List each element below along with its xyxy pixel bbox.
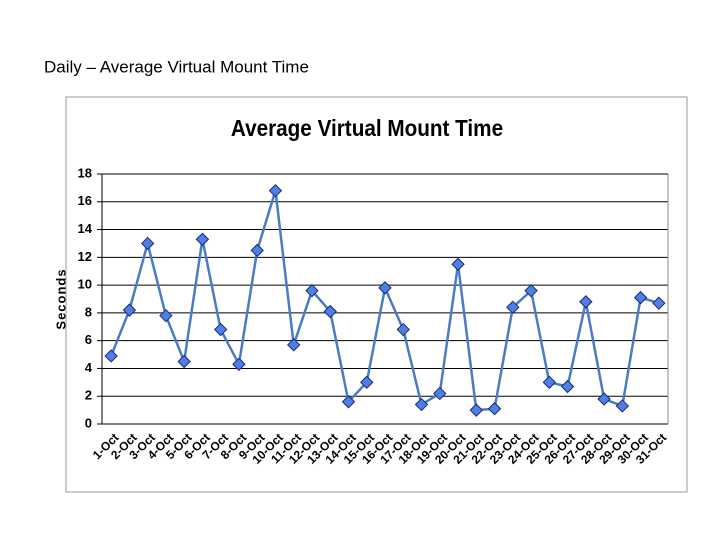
point-marker bbox=[652, 296, 666, 310]
point-marker bbox=[213, 322, 228, 337]
point-marker bbox=[341, 395, 356, 409]
point-marker bbox=[232, 357, 246, 371]
y-tick-label: 18 bbox=[78, 165, 92, 180]
point-marker bbox=[414, 397, 429, 412]
point-marker bbox=[433, 386, 447, 401]
point-marker bbox=[360, 375, 374, 390]
y-axis-label: Seconds bbox=[53, 268, 68, 329]
point-marker bbox=[323, 304, 337, 319]
y-tick-label: 14 bbox=[78, 221, 93, 236]
point-marker bbox=[268, 183, 283, 198]
chart-title: Average Virtual Mount Time bbox=[231, 115, 503, 141]
point-marker bbox=[177, 354, 191, 369]
y-tick-label: 0 bbox=[85, 415, 92, 430]
y-tick-label: 16 bbox=[78, 193, 92, 208]
point-marker bbox=[287, 338, 301, 352]
point-marker bbox=[195, 232, 210, 246]
point-marker bbox=[396, 322, 410, 337]
y-tick-label: 6 bbox=[85, 332, 92, 347]
point-marker bbox=[579, 295, 593, 309]
point-marker bbox=[615, 399, 630, 413]
point-marker bbox=[597, 392, 611, 406]
y-tick-label: 10 bbox=[78, 277, 92, 292]
y-tick-label: 4 bbox=[85, 360, 93, 375]
point-marker bbox=[159, 308, 173, 323]
point-marker bbox=[140, 236, 155, 251]
point-marker bbox=[451, 257, 465, 271]
chart-frame bbox=[65, 96, 688, 493]
point-marker bbox=[122, 303, 137, 317]
point-marker bbox=[524, 283, 538, 298]
point-marker bbox=[378, 281, 392, 295]
point-marker bbox=[633, 290, 648, 305]
point-marker bbox=[469, 403, 483, 417]
point-marker bbox=[542, 375, 557, 390]
point-marker bbox=[560, 379, 575, 394]
point-marker bbox=[104, 349, 118, 363]
point-marker bbox=[305, 283, 319, 298]
y-tick-label: 8 bbox=[85, 304, 92, 319]
point-marker bbox=[250, 243, 264, 258]
y-tick-label: 2 bbox=[85, 388, 92, 403]
y-tick-label: 12 bbox=[78, 249, 92, 264]
point-marker bbox=[487, 402, 502, 416]
point-marker bbox=[506, 300, 520, 315]
slide-heading: Daily – Average Virtual Mount Time bbox=[44, 57, 309, 76]
